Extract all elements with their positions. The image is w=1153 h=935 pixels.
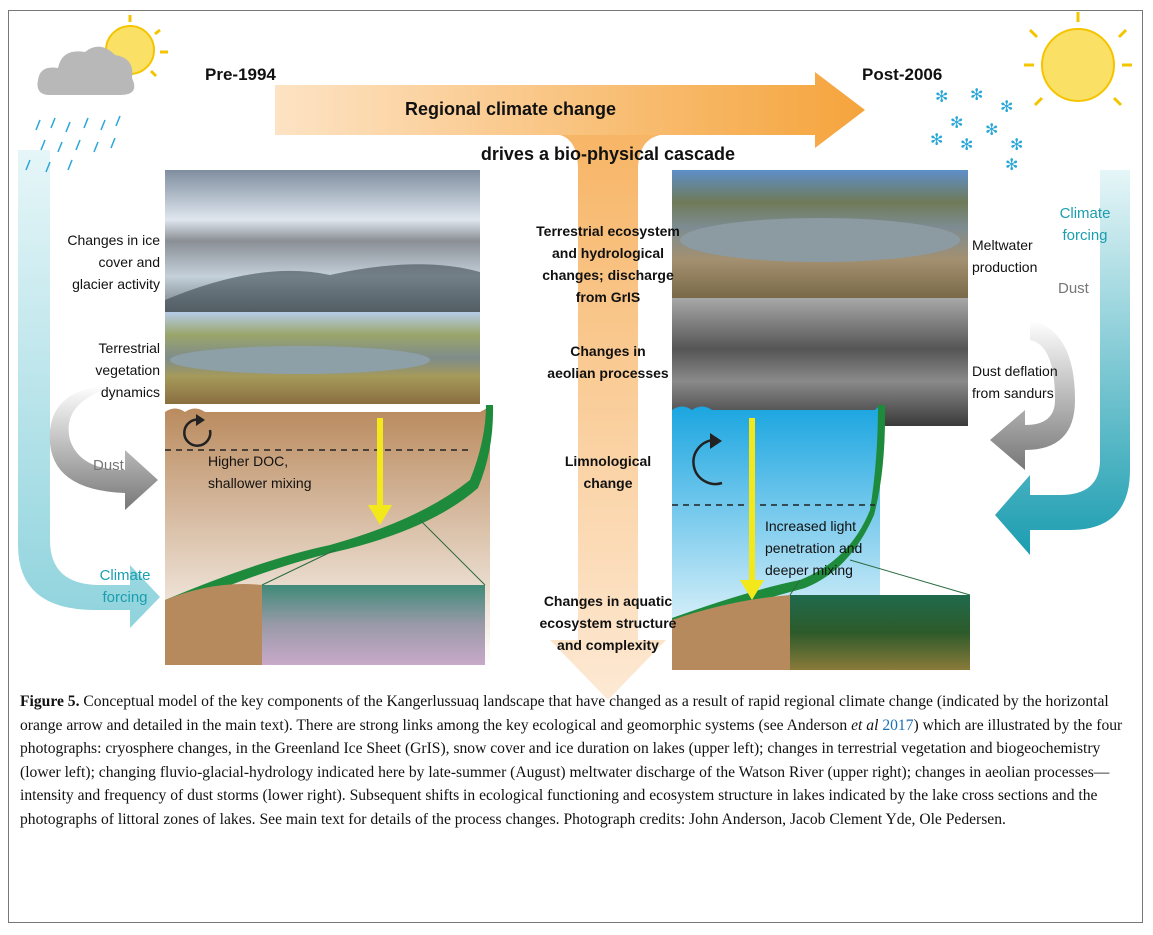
svg-text:✻: ✻ <box>970 85 983 104</box>
text-line: deeper mixing <box>765 562 853 578</box>
svg-text:✻: ✻ <box>960 135 973 154</box>
figure-frame <box>8 10 1143 923</box>
text-line: vegetation <box>95 362 160 378</box>
text-line: glacier activity <box>72 276 160 292</box>
label-meltwater: Meltwater production <box>972 234 1037 278</box>
svg-text:✻: ✻ <box>935 87 948 106</box>
label-aeolian: Changes in aeolian processes <box>478 340 738 384</box>
caption-label: Figure 5. <box>20 693 80 710</box>
text-line: Higher DOC, <box>208 453 289 469</box>
text-line: forcing <box>102 589 148 606</box>
text-line: Dust deflation <box>972 363 1058 379</box>
label-vegetation: Terrestrial vegetation dynamics <box>0 337 160 403</box>
caption-cite-italic: et al <box>851 716 879 734</box>
label-deflation: Dust deflation from sandurs <box>972 360 1058 404</box>
label-dust-right: Dust <box>1058 280 1089 297</box>
text-line: changes; discharge <box>542 267 674 283</box>
label-forcing-right: Climate forcing <box>1040 203 1130 247</box>
text-line: and hydrological <box>551 245 664 261</box>
text-line: cover and <box>98 254 160 270</box>
heading-arrow: Regional climate change <box>405 99 617 119</box>
svg-text:✻: ✻ <box>985 120 998 139</box>
caption-cite-year: 2017 <box>882 716 914 734</box>
svg-text:✻: ✻ <box>950 113 963 132</box>
text-line: Meltwater <box>972 237 1033 253</box>
svg-text:✻: ✻ <box>930 130 943 149</box>
text-line: forcing <box>1062 227 1108 244</box>
text-line: dynamics <box>100 384 160 400</box>
label-ice: Changes in ice cover and glacier activity <box>0 229 160 295</box>
label-forcing-left: Climate forcing <box>80 565 170 609</box>
text-line: shallower mixing <box>208 475 312 491</box>
text-line: change <box>583 475 633 491</box>
text-line: penetration and <box>765 540 863 556</box>
label-terrestrial: Terrestrial ecosystem and hydrological cha… <box>478 220 738 308</box>
text-line: Climate <box>1059 205 1111 222</box>
heading-post: Post-2006 <box>862 65 943 84</box>
caption-text: Conceptual model of the key components o… <box>20 693 1109 734</box>
text-line: Limnological <box>564 453 652 469</box>
text-line: Terrestrial ecosystem <box>536 223 680 239</box>
text-line: Terrestrial <box>98 340 160 356</box>
text-line: Climate <box>99 567 151 584</box>
text-line: ecosystem structure <box>539 615 677 631</box>
svg-text:✻: ✻ <box>1010 135 1023 154</box>
text-line: Changes in <box>570 343 646 359</box>
label-dust-left: Dust <box>93 457 124 474</box>
label-aquatic: Changes in aquatic ecosystem structure and… <box>478 590 738 656</box>
text-line: and complexity <box>557 637 659 653</box>
text-line: from GrIS <box>575 289 641 305</box>
caption-text: ) which are illustrated by the four phot… <box>20 716 1123 828</box>
text-line: production <box>972 259 1038 275</box>
svg-text:✻: ✻ <box>1000 97 1013 116</box>
heading-cascade: drives a bio-physical cascade <box>480 144 736 164</box>
text-line: Changes in ice <box>67 232 160 248</box>
text-line: aeolian processes <box>547 365 669 381</box>
label-limnological: Limnological change <box>478 450 738 494</box>
caption: Figure 5. Conceptual model of the key co… <box>20 690 1132 831</box>
label-lake-left: Higher DOC, shallower mixing <box>208 450 311 494</box>
label-lake-right: Increased light penetration and deeper mix… <box>765 515 862 581</box>
text-line: Increased light <box>765 518 857 534</box>
text-line: Changes in aquatic <box>543 593 673 609</box>
svg-text:✻: ✻ <box>1005 155 1018 174</box>
text-line: from sandurs <box>972 385 1054 401</box>
heading-pre: Pre-1994 <box>205 65 276 84</box>
